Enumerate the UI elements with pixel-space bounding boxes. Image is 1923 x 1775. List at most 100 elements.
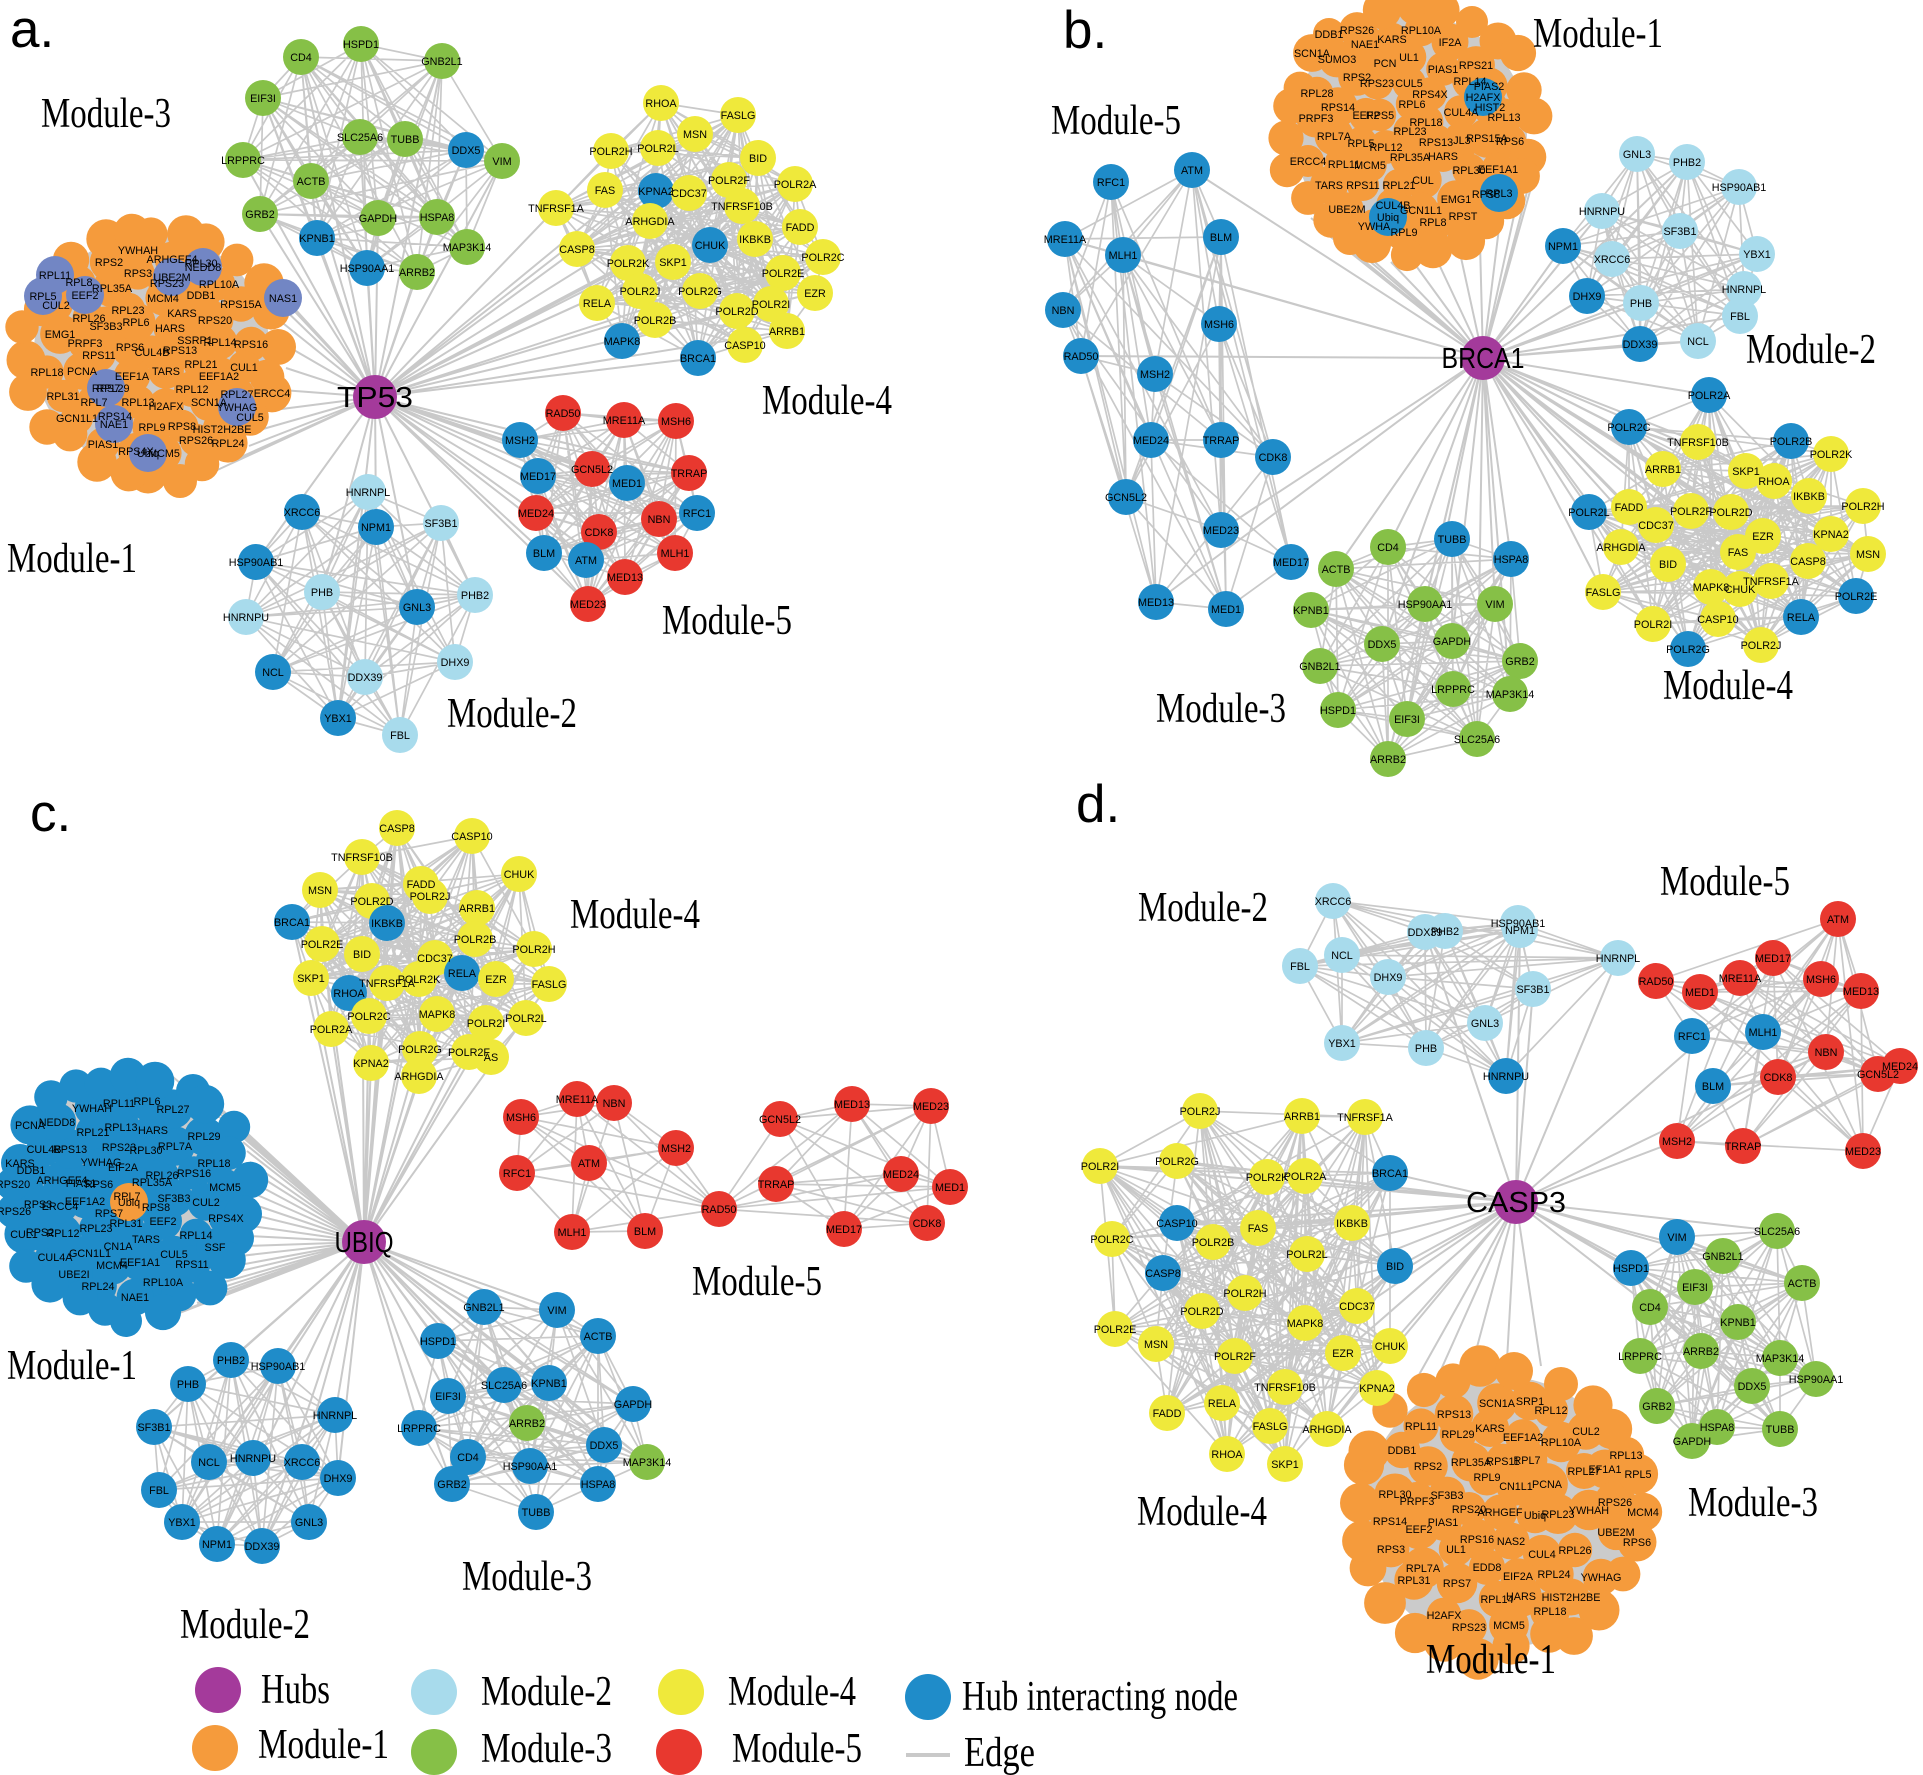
svg-text:RPS6: RPS6 [116, 342, 144, 354]
svg-text:POLR2B: POLR2B [454, 934, 497, 946]
svg-text:RPL7: RPL7 [113, 1191, 140, 1203]
svg-text:HSPA8: HSPA8 [1494, 554, 1529, 566]
svg-text:CASP8: CASP8 [1790, 556, 1825, 568]
svg-text:LRPPRC: LRPPRC [397, 1423, 441, 1435]
svg-text:GNB2L1: GNB2L1 [1702, 1251, 1743, 1263]
svg-text:CUL4A: CUL4A [1444, 107, 1480, 119]
svg-text:RPL11: RPL11 [1328, 159, 1360, 171]
svg-text:Module-4: Module-4 [570, 892, 700, 938]
svg-text:Module-2: Module-2 [481, 1669, 612, 1715]
svg-text:RPL18: RPL18 [1533, 1606, 1566, 1618]
svg-text:CDK8: CDK8 [585, 527, 614, 539]
svg-text:Module-4: Module-4 [1663, 663, 1793, 709]
svg-text:RPS14: RPS14 [1373, 1516, 1407, 1528]
svg-text:RPL18: RPL18 [30, 367, 63, 379]
svg-text:RPL14: RPL14 [1453, 76, 1486, 88]
svg-text:BLM: BLM [634, 1226, 656, 1238]
svg-text:POLR2C: POLR2C [801, 252, 844, 264]
svg-text:ARHGEF4: ARHGEF4 [147, 254, 198, 266]
svg-text:Module-1: Module-1 [1426, 1637, 1556, 1683]
svg-text:CASP8: CASP8 [559, 244, 594, 256]
svg-text:Module-2: Module-2 [180, 1602, 310, 1648]
svg-text:Module-2: Module-2 [1746, 327, 1876, 373]
svg-text:Ubiq: Ubiq [118, 1197, 140, 1209]
svg-text:PHB: PHB [1630, 298, 1652, 310]
svg-text:b.: b. [1063, 1, 1107, 60]
svg-text:RPS6: RPS6 [1496, 136, 1524, 148]
svg-text:ARRB1: ARRB1 [769, 326, 805, 338]
svg-text:NCL: NCL [1331, 950, 1353, 962]
svg-text:TRRAP: TRRAP [1725, 1141, 1762, 1153]
svg-text:MAP3K14: MAP3K14 [623, 1457, 672, 1469]
svg-text:RPL24: RPL24 [211, 438, 244, 450]
svg-text:RPS20: RPS20 [1452, 1504, 1486, 1516]
svg-text:ARHGDIA: ARHGDIA [625, 216, 675, 228]
svg-text:EMG1: EMG1 [45, 329, 76, 341]
svg-text:HSPA8: HSPA8 [1700, 1422, 1735, 1434]
svg-text:EIF2A: EIF2A [1503, 1571, 1534, 1583]
svg-text:MCM5: MCM5 [1493, 1620, 1525, 1632]
svg-text:H2AFX: H2AFX [149, 401, 184, 413]
svg-text:SCN1A: SCN1A [191, 397, 228, 409]
svg-text:FAS: FAS [1248, 1223, 1268, 1235]
svg-text:RFC1: RFC1 [1097, 177, 1125, 189]
svg-text:MSH6: MSH6 [1204, 319, 1234, 331]
svg-text:NPM1: NPM1 [202, 1539, 232, 1551]
svg-text:RELA: RELA [1208, 1398, 1237, 1410]
svg-text:NPM1: NPM1 [361, 522, 391, 534]
svg-text:PHB2: PHB2 [461, 590, 489, 602]
svg-text:RPL27: RPL27 [220, 389, 253, 401]
svg-text:ARRB2: ARRB2 [1683, 1346, 1719, 1358]
svg-text:RPL30: RPL30 [1452, 165, 1485, 177]
svg-text:Hub interacting node: Hub interacting node [962, 1674, 1238, 1720]
svg-text:SSRP1: SSRP1 [177, 335, 212, 347]
svg-text:RPL11: RPL11 [103, 1098, 135, 1110]
svg-text:YWHAH: YWHAH [118, 245, 158, 257]
svg-text:Edge: Edge [964, 1730, 1035, 1775]
svg-text:MSH6: MSH6 [506, 1112, 536, 1124]
svg-text:RAD50: RAD50 [1064, 351, 1099, 363]
svg-text:CUL2: CUL2 [42, 300, 70, 312]
svg-text:HARS: HARS [1428, 151, 1458, 163]
svg-text:RPL12: RPL12 [1369, 142, 1402, 154]
svg-text:MED23: MED23 [1203, 525, 1239, 537]
svg-text:PHB2: PHB2 [1673, 157, 1701, 169]
svg-text:LRPPRC: LRPPRC [1618, 1351, 1662, 1363]
svg-text:GCN1L1: GCN1L1 [56, 413, 98, 425]
svg-text:ATM: ATM [1827, 914, 1849, 926]
svg-text:POLR2B: POLR2B [1770, 436, 1813, 448]
svg-text:RPL24: RPL24 [81, 1281, 114, 1293]
svg-text:RPL31: RPL31 [1397, 1575, 1430, 1587]
svg-text:RPL30: RPL30 [129, 1145, 162, 1157]
svg-text:RPL12: RPL12 [175, 384, 208, 396]
svg-text:RPS26: RPS26 [179, 435, 213, 447]
svg-text:PIAS1: PIAS1 [1428, 1517, 1459, 1529]
svg-text:Module-5: Module-5 [1051, 98, 1181, 144]
svg-text:PCN: PCN [1374, 58, 1397, 70]
svg-text:RPL7: RPL7 [1513, 1455, 1540, 1467]
svg-text:RPS26: RPS26 [1598, 1497, 1632, 1509]
svg-text:RPS4X: RPS4X [208, 1213, 243, 1225]
svg-text:HSPD1: HSPD1 [1613, 1263, 1649, 1275]
svg-text:NPM1: NPM1 [1505, 925, 1535, 937]
svg-text:KARS: KARS [167, 308, 196, 320]
svg-text:DDX39: DDX39 [1623, 339, 1658, 351]
svg-text:DHX9: DHX9 [324, 1473, 353, 1485]
svg-text:BLM: BLM [1702, 1081, 1724, 1093]
svg-text:Module-3: Module-3 [462, 1554, 592, 1600]
svg-text:GNB2L1: GNB2L1 [421, 56, 462, 68]
svg-text:CUL5: CUL5 [1395, 78, 1423, 90]
svg-text:XRCC6: XRCC6 [1315, 896, 1352, 908]
svg-text:GAPDH: GAPDH [614, 1399, 652, 1411]
svg-text:RHOA: RHOA [333, 988, 365, 1000]
svg-text:VIM: VIM [1485, 599, 1504, 611]
svg-text:POLR2I: POLR2I [1634, 619, 1672, 631]
svg-text:RPST: RPST [1449, 211, 1478, 223]
svg-text:ARHGEF: ARHGEF [1478, 1507, 1523, 1519]
svg-text:RPS3: RPS3 [124, 268, 152, 280]
svg-text:CD4: CD4 [457, 1452, 479, 1464]
svg-text:HSP90AB1: HSP90AB1 [1712, 182, 1767, 194]
svg-text:DDB1: DDB1 [17, 1165, 46, 1177]
svg-text:POLR2C: POLR2C [1090, 1234, 1133, 1246]
svg-text:CUL4A: CUL4A [38, 1252, 74, 1264]
